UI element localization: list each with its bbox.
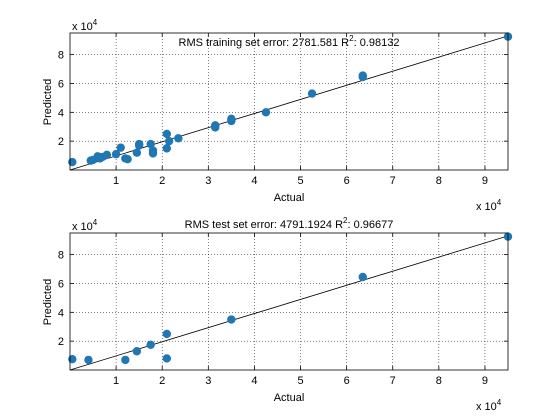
training-data-point xyxy=(211,121,220,130)
training-data-point xyxy=(148,146,158,155)
training-x-tick-label: 3 xyxy=(205,175,211,187)
training-data-point xyxy=(123,154,132,164)
training-y-exponent-base: x 10 xyxy=(72,21,93,33)
test-xticks: 1 2 3 4 5 6 7 8 9 xyxy=(113,233,488,387)
training-fit-group xyxy=(69,35,509,171)
training-title-tail: : 0.98132 xyxy=(354,37,400,49)
training-data-point xyxy=(307,89,317,98)
training-data-point xyxy=(164,136,174,146)
test-x-tick-label: 8 xyxy=(436,375,442,387)
training-x-tick-label: 2 xyxy=(159,175,165,187)
test-data-point xyxy=(132,347,142,356)
training-axes-frame xyxy=(69,32,509,171)
test-x-exponent: x 104 xyxy=(476,398,502,413)
training-xticks: 1 2 3 4 5 6 7 8 9 xyxy=(113,33,488,187)
test-x-tick-label: 1 xyxy=(113,375,119,387)
test-fit-group xyxy=(69,235,509,371)
training-title: RMS training set error: 2781.581 R2: 0.9… xyxy=(179,34,400,49)
test-x-tick-label: 5 xyxy=(297,375,303,387)
test-title-tail: : 0.96677 xyxy=(347,219,393,231)
training-x-tick-label: 9 xyxy=(482,175,488,187)
training-data-point xyxy=(132,148,142,157)
training-data-point xyxy=(134,139,144,149)
test-x-tick-label: 9 xyxy=(482,375,488,387)
training-x-exponent: x 104 xyxy=(476,198,502,213)
test-x-exponent-power: 4 xyxy=(497,398,502,407)
test-data-point xyxy=(227,315,236,324)
training-x-tick-label: 5 xyxy=(297,175,303,187)
training-x-exponent-base: x 10 xyxy=(476,201,497,213)
training-title-main: RMS training set error: 2781.581 R xyxy=(179,37,350,49)
test-subplot: 1 2 3 4 5 6 7 8 9 2 4 6 8 RMS test set error: 4791.… xyxy=(42,216,513,413)
test-ylabel: Predicted xyxy=(42,279,54,325)
test-data-point xyxy=(146,340,155,349)
test-data-point xyxy=(162,354,172,363)
training-data-point xyxy=(358,71,367,80)
test-y-tick-label: 8 xyxy=(58,250,64,262)
test-title: RMS test set error: 4791.1924 R2: 0.9667… xyxy=(185,216,394,231)
training-data-point xyxy=(68,157,77,167)
test-data-point xyxy=(358,272,367,282)
test-x-tick-label: 6 xyxy=(344,375,350,387)
test-fit-line xyxy=(69,235,509,371)
training-data-point xyxy=(162,129,172,139)
test-data-point xyxy=(121,355,130,365)
training-y-tick-label: 8 xyxy=(58,50,64,62)
test-y-tick-label: 2 xyxy=(58,336,64,348)
test-y-exponent-power: 4 xyxy=(93,218,98,227)
test-x-tick-label: 2 xyxy=(159,375,165,387)
test-points xyxy=(68,232,513,365)
training-subplot: 1 2 3 4 5 6 7 8 9 2 4 6 8 RMS training set error: 2… xyxy=(42,18,513,213)
test-data-point xyxy=(84,355,93,365)
test-x-tick-label: 3 xyxy=(205,375,211,387)
training-data-point xyxy=(261,108,271,117)
test-xlabel: Actual xyxy=(274,392,305,404)
test-y-tick-label: 6 xyxy=(58,278,64,290)
training-ylabel: Predicted xyxy=(42,79,54,125)
training-points xyxy=(68,32,513,167)
training-data-point xyxy=(227,114,236,124)
test-data-point xyxy=(68,354,77,364)
training-x-exponent-power: 4 xyxy=(497,198,502,207)
test-grid xyxy=(70,233,508,370)
training-grid xyxy=(70,33,508,170)
test-axes-frame xyxy=(69,232,509,371)
training-y-tick-label: 2 xyxy=(58,136,64,148)
test-title-sup: 2 xyxy=(343,216,348,225)
test-yticks: 2 4 6 8 xyxy=(58,250,508,348)
test-y-exponent: x 104 xyxy=(72,218,98,233)
training-y-exponent-power: 4 xyxy=(93,18,98,27)
test-x-tick-label: 7 xyxy=(390,375,396,387)
training-data-point xyxy=(174,134,183,143)
training-y-tick-label: 4 xyxy=(58,107,64,119)
training-title-sup: 2 xyxy=(349,34,354,43)
test-x-tick-label: 4 xyxy=(251,375,257,387)
training-data-point xyxy=(111,149,121,159)
training-data-point xyxy=(146,139,155,149)
training-xlabel: Actual xyxy=(274,192,305,204)
training-x-tick-label: 8 xyxy=(436,175,442,187)
training-x-tick-label: 6 xyxy=(344,175,350,187)
training-yticks: 2 4 6 8 xyxy=(58,50,508,148)
test-y-exponent-base: x 10 xyxy=(72,221,93,233)
test-title-main: RMS test set error: 4791.1924 R xyxy=(185,219,343,231)
training-data-point xyxy=(116,143,125,152)
test-data-point xyxy=(162,329,172,339)
test-y-tick-label: 4 xyxy=(58,307,64,319)
training-y-tick-label: 6 xyxy=(58,78,64,90)
test-x-exponent-base: x 10 xyxy=(476,401,497,413)
training-x-tick-label: 4 xyxy=(251,175,257,187)
training-data-point xyxy=(162,144,172,153)
training-data-point xyxy=(102,150,112,160)
training-fit-line xyxy=(69,35,509,171)
training-x-tick-label: 1 xyxy=(113,175,119,187)
training-y-exponent: x 104 xyxy=(72,18,98,33)
training-x-tick-label: 7 xyxy=(390,175,396,187)
